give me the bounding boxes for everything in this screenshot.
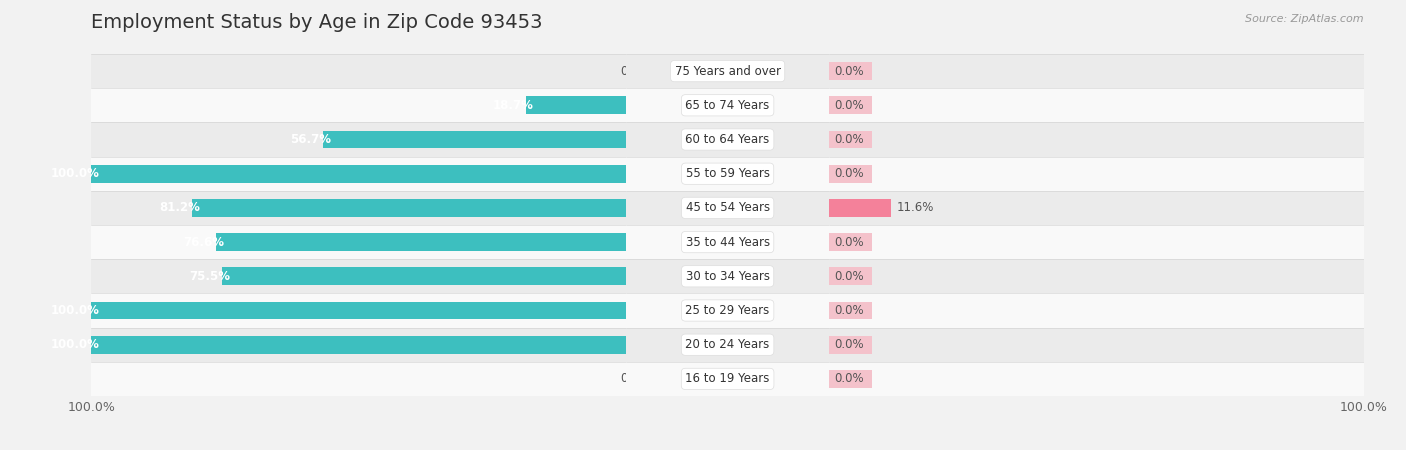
Bar xyxy=(830,130,872,148)
Bar xyxy=(830,199,891,217)
Text: 0.0%: 0.0% xyxy=(835,167,865,180)
Bar xyxy=(626,225,830,259)
Bar xyxy=(830,191,1364,225)
Bar xyxy=(91,259,626,293)
Bar xyxy=(91,88,626,122)
Text: 75.5%: 75.5% xyxy=(190,270,231,283)
Bar xyxy=(217,233,626,251)
Text: 0.0%: 0.0% xyxy=(835,338,865,351)
Bar xyxy=(222,267,626,285)
Bar xyxy=(830,302,872,319)
Bar xyxy=(830,362,1364,396)
Bar xyxy=(830,54,1364,88)
Bar xyxy=(626,88,830,122)
Bar xyxy=(91,165,626,183)
Text: 56.7%: 56.7% xyxy=(290,133,330,146)
Bar xyxy=(626,157,830,191)
Text: 25 to 29 Years: 25 to 29 Years xyxy=(686,304,769,317)
Bar xyxy=(626,54,830,88)
Text: 0.0%: 0.0% xyxy=(835,270,865,283)
Text: 0.0%: 0.0% xyxy=(835,373,865,385)
Bar xyxy=(830,336,872,354)
Bar xyxy=(830,88,1364,122)
Bar xyxy=(91,225,626,259)
Bar xyxy=(830,157,1364,191)
Text: 65 to 74 Years: 65 to 74 Years xyxy=(686,99,769,112)
Text: 20 to 24 Years: 20 to 24 Years xyxy=(686,338,769,351)
Bar xyxy=(191,199,626,217)
Bar xyxy=(626,328,830,362)
Text: 30 to 34 Years: 30 to 34 Years xyxy=(686,270,769,283)
Text: 0.0%: 0.0% xyxy=(620,373,650,385)
Bar xyxy=(91,191,626,225)
Text: 100.0%: 100.0% xyxy=(51,167,100,180)
Text: 35 to 44 Years: 35 to 44 Years xyxy=(686,236,769,248)
Bar xyxy=(626,191,830,225)
Text: 81.2%: 81.2% xyxy=(159,202,200,214)
Bar xyxy=(830,122,1364,157)
Bar xyxy=(91,122,626,157)
Text: 55 to 59 Years: 55 to 59 Years xyxy=(686,167,769,180)
Text: 100.0%: 100.0% xyxy=(51,304,100,317)
Bar xyxy=(91,54,626,88)
Text: 0.0%: 0.0% xyxy=(835,99,865,112)
Text: 0.0%: 0.0% xyxy=(835,236,865,248)
Text: 18.7%: 18.7% xyxy=(494,99,534,112)
Text: Employment Status by Age in Zip Code 93453: Employment Status by Age in Zip Code 934… xyxy=(91,14,543,32)
Bar xyxy=(830,370,872,388)
Bar xyxy=(91,302,626,319)
Bar xyxy=(830,259,1364,293)
Text: 75 Years and over: 75 Years and over xyxy=(675,65,780,77)
Text: Source: ZipAtlas.com: Source: ZipAtlas.com xyxy=(1246,14,1364,23)
Text: 60 to 64 Years: 60 to 64 Years xyxy=(686,133,769,146)
Bar xyxy=(91,293,626,328)
Text: 76.6%: 76.6% xyxy=(183,236,225,248)
Bar xyxy=(830,96,872,114)
Text: 0.0%: 0.0% xyxy=(620,65,650,77)
Bar xyxy=(830,233,872,251)
Bar xyxy=(626,293,830,328)
Bar xyxy=(830,165,872,183)
Bar xyxy=(91,362,626,396)
Bar xyxy=(626,259,830,293)
Text: 100.0%: 100.0% xyxy=(51,338,100,351)
Bar xyxy=(91,157,626,191)
Text: 11.6%: 11.6% xyxy=(897,202,934,214)
Bar xyxy=(626,122,830,157)
Text: 0.0%: 0.0% xyxy=(835,65,865,77)
Bar xyxy=(830,225,1364,259)
Bar xyxy=(91,336,626,354)
Bar xyxy=(91,328,626,362)
Text: 0.0%: 0.0% xyxy=(835,133,865,146)
Bar xyxy=(830,293,1364,328)
Text: 45 to 54 Years: 45 to 54 Years xyxy=(686,202,769,214)
Bar xyxy=(526,96,626,114)
Bar xyxy=(830,62,872,80)
Bar xyxy=(830,328,1364,362)
Bar xyxy=(626,362,830,396)
Text: 0.0%: 0.0% xyxy=(835,304,865,317)
Bar xyxy=(830,267,872,285)
Text: 16 to 19 Years: 16 to 19 Years xyxy=(685,373,770,385)
Bar xyxy=(323,130,626,148)
